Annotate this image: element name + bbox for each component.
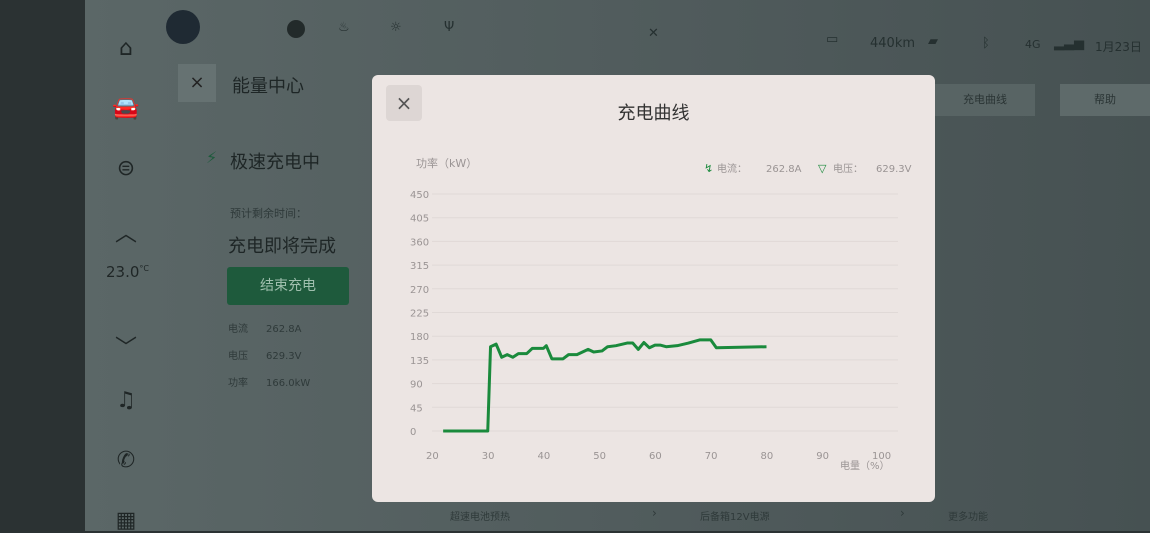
x-tick-label: 100: [872, 451, 891, 462]
camera-icon[interactable]: ▭: [826, 32, 839, 47]
x-tick-label: 80: [761, 451, 774, 462]
lightning-icon: ⚡: [206, 148, 218, 167]
current-icon: ↯: [704, 162, 713, 175]
defrost-icon[interactable]: ♨: [338, 20, 350, 35]
stat-voltage: 电压 629.3V: [228, 351, 302, 362]
y-tick-label: 45: [410, 403, 423, 414]
legend: ↯ 电流： 262.8A ▽ 电压： 629.3V: [704, 162, 912, 175]
range-text: 440km: [870, 36, 916, 51]
network-text: 4G: [1025, 38, 1041, 51]
legend-voltage-label: 电压：: [833, 162, 863, 175]
charging-status: 极速充电中: [230, 152, 320, 173]
stat-power: 功率 166.0kW: [228, 378, 311, 389]
x-axis-label: 电量（%）: [840, 459, 890, 472]
page-close-button[interactable]: ×: [178, 64, 216, 102]
charging-curve-modal: × 充电曲线 功率（kW） 电量（%） ↯ 电流： 262.8A ▽ 电压： 6…: [372, 75, 935, 502]
y-tick-label: 0: [410, 427, 416, 438]
y-tick-label: 315: [410, 261, 429, 272]
bottom-item-more[interactable]: 更多功能: [948, 512, 988, 523]
page-title: 能量中心: [232, 76, 304, 97]
x-tick-label: 40: [538, 451, 551, 462]
chevron-down-icon[interactable]: ﹀: [114, 336, 137, 361]
chevron-right-icon: ›: [900, 506, 905, 520]
y-tick-label: 135: [410, 356, 429, 367]
logo-icon: ✕: [648, 26, 659, 41]
x-tick-label: 70: [705, 451, 718, 462]
close-button[interactable]: ×: [386, 85, 422, 121]
y-tick-label: 450: [410, 190, 429, 201]
y-axis-label: 功率（kW）: [416, 156, 477, 170]
y-tick-label: 180: [410, 332, 429, 343]
auto-light-icon[interactable]: ☼: [390, 20, 402, 35]
x-tick-label: 60: [649, 451, 662, 462]
usb-icon[interactable]: Ψ: [444, 20, 455, 35]
x-tick-label: 50: [593, 451, 606, 462]
temperature: 23.0°C: [106, 263, 149, 281]
power-series-line: [443, 338, 767, 433]
profile-avatar[interactable]: [166, 10, 200, 44]
chevron-right-icon: ›: [652, 506, 657, 520]
chevron-up-icon[interactable]: ︿: [114, 222, 137, 247]
tab-charging-curve[interactable]: 充电曲线: [935, 84, 1035, 116]
bottom-item-12v[interactable]: 后备箱12V电源: [700, 512, 770, 523]
bottom-item-preheat[interactable]: 超速电池预热: [450, 512, 510, 523]
date-text: 1月23日: [1095, 40, 1142, 54]
legend-voltage-value: 629.3V: [876, 164, 912, 175]
charging-curve-chart: 功率（kW） 电量（%） ↯ 电流： 262.8A ▽ 电压： 629.3V 0…: [410, 156, 912, 472]
x-tick-label: 30: [482, 451, 495, 462]
record-icon[interactable]: [287, 20, 305, 38]
legend-current-label: 电流：: [717, 162, 747, 175]
modal-title: 充电曲线: [617, 103, 690, 124]
signal-icon: ▂▃▅: [1054, 36, 1084, 51]
steering-wheel-icon[interactable]: ⊜: [116, 156, 136, 181]
car-icon[interactable]: 🚘: [112, 96, 140, 121]
bluetooth-icon[interactable]: ᛒ: [982, 36, 990, 51]
remaining-value: 充电即将完成: [228, 236, 336, 257]
y-tick-label: 405: [410, 214, 429, 225]
legend-current-value: 262.8A: [766, 164, 802, 175]
voltage-icon: ▽: [818, 162, 827, 175]
apps-icon[interactable]: ▦: [115, 508, 137, 533]
battery-charging-icon: ▰: [928, 34, 938, 49]
stat-current: 电流 262.8A: [228, 324, 302, 335]
home-icon[interactable]: ⌂: [119, 36, 133, 61]
x-tick-label: 90: [816, 451, 829, 462]
music-icon[interactable]: ♫: [116, 388, 136, 413]
phone-icon[interactable]: ✆: [116, 448, 136, 473]
y-tick-label: 225: [410, 309, 429, 320]
y-tick-label: 270: [410, 285, 429, 296]
stop-charging-button[interactable]: 结束充电: [227, 267, 349, 305]
y-tick-label: 90: [410, 380, 423, 391]
x-tick-label: 20: [426, 451, 439, 462]
y-tick-label: 360: [410, 237, 429, 248]
remaining-label: 预计剩余时间：: [230, 207, 307, 220]
tab-help[interactable]: 帮助: [1060, 84, 1150, 116]
